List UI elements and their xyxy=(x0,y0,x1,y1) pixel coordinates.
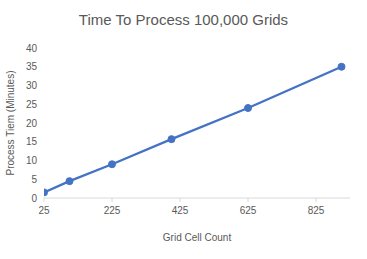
y-tick-label: 5 xyxy=(31,174,37,185)
data-point xyxy=(44,189,48,196)
y-tick-label: 30 xyxy=(26,80,38,91)
series-line xyxy=(44,67,342,193)
x-axis-line xyxy=(44,198,350,199)
x-tick xyxy=(316,198,317,202)
chart-title: Time To Process 100,000 Grids xyxy=(79,11,288,28)
chart-svg: Time To Process 100,000 Grids 0 5 10 15 20 25 3… xyxy=(0,0,367,259)
x-tick xyxy=(248,198,249,202)
y-axis-title: Process Tiem (Minutes) xyxy=(5,70,16,175)
x-tick-label: 225 xyxy=(104,205,121,216)
x-tick-label: 625 xyxy=(240,205,257,216)
x-tick-label: 425 xyxy=(172,205,189,216)
x-axis-title: Grid Cell Count xyxy=(163,232,232,243)
chart-container: Time To Process 100,000 Grids 0 5 10 15 20 25 3… xyxy=(0,0,367,259)
y-tick-label: 40 xyxy=(26,43,38,54)
x-tick xyxy=(180,198,181,202)
x-tick xyxy=(112,198,113,202)
y-tick-label: 35 xyxy=(26,61,38,72)
y-tick-label: 25 xyxy=(26,99,38,110)
y-tick-label: 0 xyxy=(31,193,37,204)
y-tick-label: 15 xyxy=(26,136,38,147)
plot-area xyxy=(44,63,345,196)
data-point xyxy=(338,63,345,70)
x-tick-label: 25 xyxy=(38,205,50,216)
y-tick-label: 10 xyxy=(26,155,38,166)
x-tick-label: 825 xyxy=(308,205,325,216)
x-tick xyxy=(44,198,45,202)
data-point xyxy=(168,136,175,143)
y-tick-label: 20 xyxy=(26,118,38,129)
background xyxy=(0,0,367,259)
data-point xyxy=(245,105,252,112)
data-point xyxy=(109,161,116,168)
data-point xyxy=(66,178,73,185)
